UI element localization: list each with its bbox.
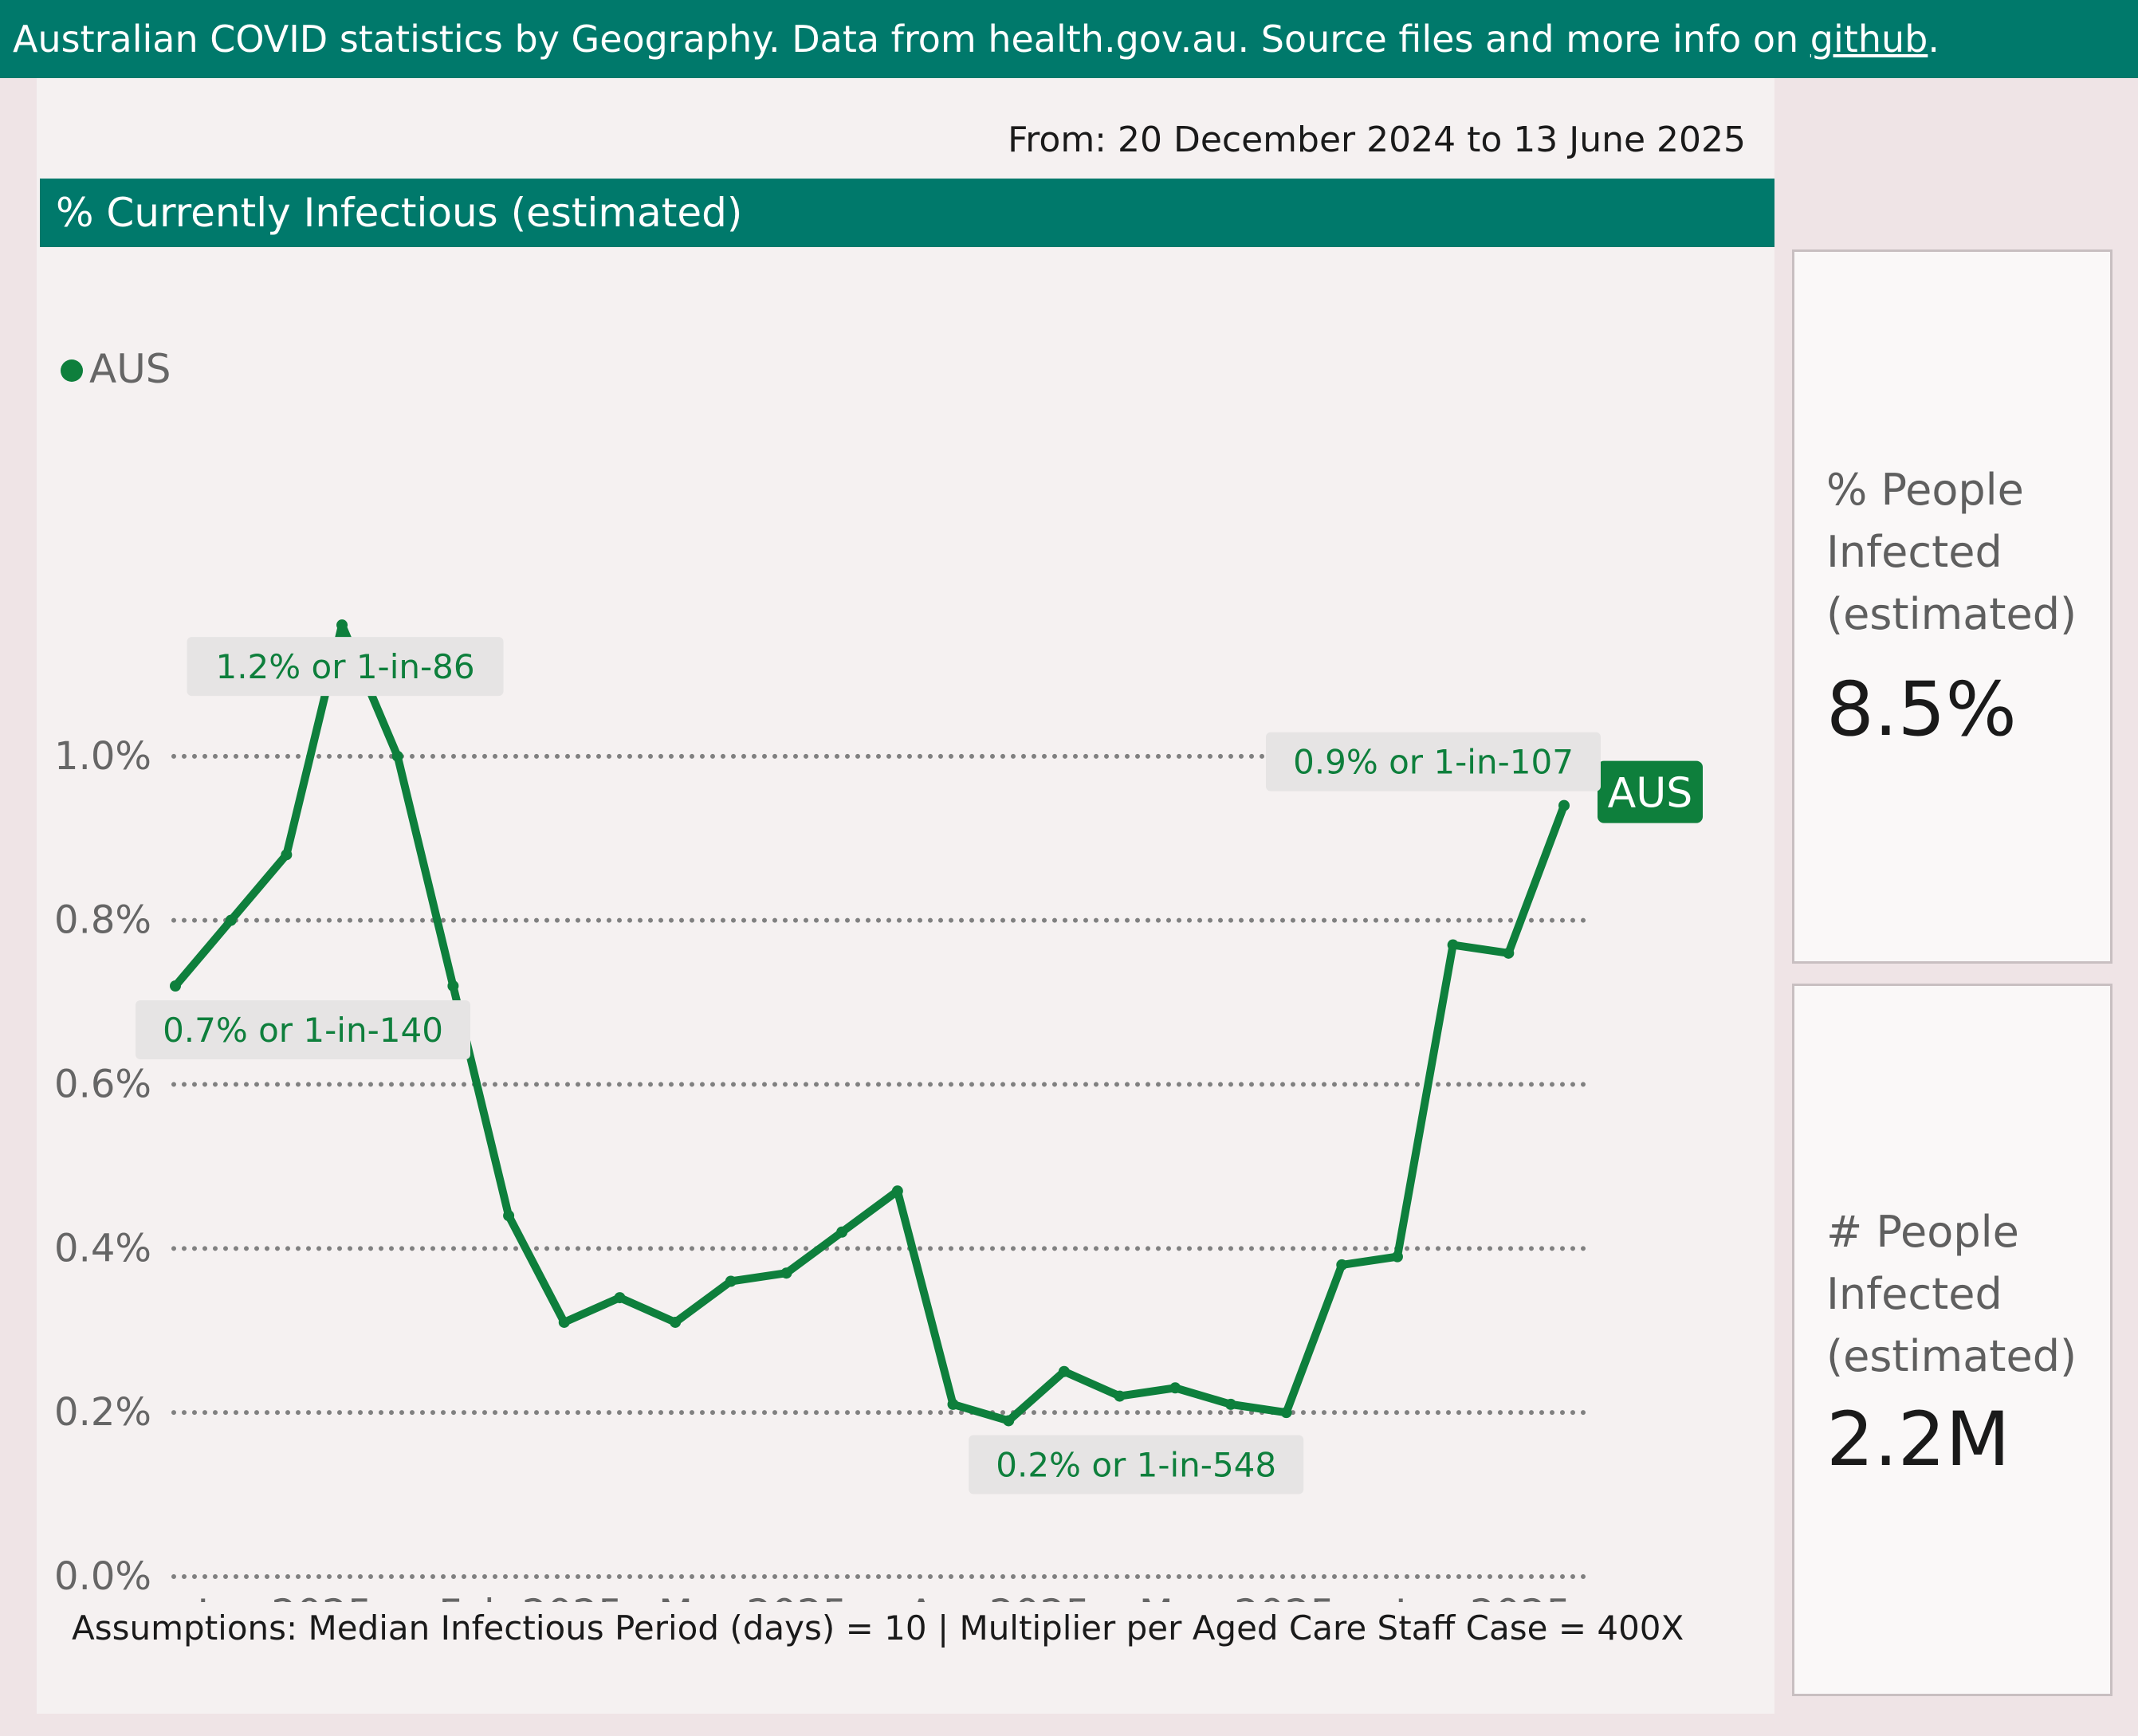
data-label-bg: [969, 1435, 1304, 1494]
data-point: [836, 1226, 848, 1238]
kpi-card-people-infected: # People Infected (estimated) 2.2M: [1792, 984, 2112, 1696]
data-label: 1.2% or 1-in-86: [215, 647, 474, 686]
data-label: 0.7% or 1-in-140: [163, 1011, 443, 1050]
data-label: 0.2% or 1-in-548: [996, 1445, 1276, 1484]
data-point: [1447, 939, 1459, 951]
x-tick-label: Jun 2025: [1393, 1591, 1571, 1602]
top-banner: Australian COVID statistics by Geography…: [0, 0, 2138, 78]
date-range-text: From: 20 December 2024 to 13 June 2025: [1008, 120, 1746, 160]
kpi-label-line: % People: [1826, 465, 2024, 515]
kpi-label-percent-infected: % People Infected (estimated): [1826, 459, 2077, 646]
data-point: [1558, 799, 1570, 811]
main-panel: From: 20 December 2024 to 13 June 2025 %…: [37, 78, 1774, 1714]
data-label-bg: [187, 637, 504, 697]
x-tick-label: Apr 2025: [908, 1591, 1091, 1602]
x-tick-label: Mar 2025: [658, 1591, 847, 1602]
data-point: [670, 1316, 682, 1328]
line-chart: 0.0% 0.2% 0.4% 0.6% 0.8% 1.0% Jan 2025 Feb 2025…: [54, 346, 1703, 1602]
y-tick-label: 0.6%: [54, 1062, 151, 1107]
kpi-label-line: (estimated): [1826, 589, 2077, 639]
data-label-bg: [1266, 732, 1601, 791]
legend-marker-aus: [61, 359, 83, 382]
kpi-label-people-infected: # People Infected (estimated): [1826, 1201, 2077, 1388]
data-point: [1114, 1390, 1126, 1402]
y-tick-label: 0.0%: [54, 1554, 151, 1599]
data-point: [447, 980, 459, 992]
x-tick-label: May 2025: [1139, 1591, 1336, 1602]
data-point: [891, 1185, 903, 1197]
banner-text: Australian COVID statistics by Geography…: [13, 18, 1810, 61]
x-tick-label: Feb 2025: [438, 1591, 623, 1602]
data-point: [780, 1267, 792, 1279]
series-end-label: AUS: [1608, 770, 1693, 818]
data-point: [1224, 1398, 1236, 1410]
assumptions-text: Assumptions: Median Infectious Period (d…: [72, 1608, 1684, 1648]
data-point: [225, 914, 237, 926]
series-end-label-bg: [1598, 760, 1703, 823]
kpi-label-line: (estimated): [1826, 1331, 2077, 1381]
banner-period: .: [1928, 18, 1940, 61]
data-point: [1169, 1382, 1181, 1394]
y-tick-label: 1.0%: [54, 734, 151, 779]
data-point: [170, 980, 181, 992]
github-link[interactable]: github: [1810, 18, 1928, 61]
data-point: [391, 750, 403, 762]
data-point: [725, 1275, 737, 1287]
kpi-value-people-infected: 2.2M: [1826, 1396, 2010, 1483]
kpi-label-line: Infected: [1826, 1269, 2002, 1319]
data-point: [281, 849, 293, 861]
kpi-label-line: Infected: [1826, 527, 2002, 577]
data-label-bg: [136, 1000, 470, 1059]
data-point: [1280, 1407, 1292, 1419]
data-point: [1058, 1365, 1070, 1377]
data-point: [1003, 1415, 1015, 1427]
data-point: [558, 1316, 570, 1328]
data-point: [614, 1292, 626, 1304]
data-point: [336, 619, 348, 631]
y-tick-label: 0.2%: [54, 1390, 151, 1435]
series-line-aus: [171, 621, 1568, 1425]
data-point: [503, 1210, 515, 1222]
kpi-label-line: # People: [1826, 1207, 2019, 1257]
kpi-card-percent-infected: % People Infected (estimated) 8.5%: [1792, 249, 2112, 964]
data-point: [1391, 1251, 1403, 1263]
chart-title: % Currently Infectious (estimated): [40, 179, 1774, 247]
legend-label-aus: AUS: [89, 346, 171, 392]
data-point: [1503, 947, 1515, 959]
y-tick-label: 0.4%: [54, 1226, 151, 1271]
kpi-value-percent-infected: 8.5%: [1826, 666, 2017, 753]
y-tick-label: 0.8%: [54, 898, 151, 943]
data-label: 0.9% or 1-in-107: [1293, 743, 1574, 782]
data-point: [947, 1398, 959, 1410]
x-tick-label: Jan 2025: [195, 1591, 372, 1602]
data-point: [1336, 1259, 1348, 1271]
